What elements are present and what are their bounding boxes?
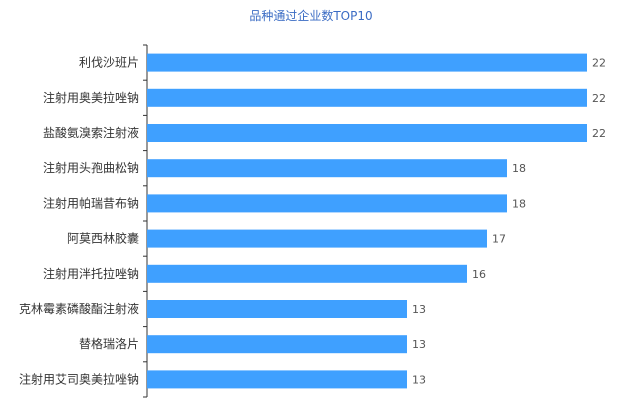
bar — [147, 370, 407, 389]
value-label: 13 — [412, 373, 426, 386]
bar — [147, 88, 587, 107]
bar — [147, 194, 507, 213]
value-label: 18 — [512, 197, 526, 210]
bar — [147, 159, 507, 178]
value-label: 22 — [592, 57, 606, 70]
category-label: 注射用奥美拉唑钠 — [43, 90, 139, 105]
value-label: 13 — [412, 303, 426, 316]
bar — [147, 264, 467, 283]
value-label: 22 — [592, 127, 606, 140]
value-label: 17 — [492, 233, 506, 246]
bar — [147, 124, 587, 142]
category-label: 替格瑞洛片 — [79, 336, 139, 351]
bar — [147, 335, 407, 354]
chart-title: 品种通过企业数TOP10 — [249, 9, 373, 23]
value-label: 18 — [512, 162, 526, 175]
bar — [147, 53, 587, 72]
category-label: 利伐沙班片 — [79, 56, 139, 70]
bar — [147, 229, 487, 248]
category-label: 阿莫西林胶囊 — [67, 231, 139, 246]
category-label: 注射用帕瑞昔布钠 — [43, 195, 139, 210]
value-label: 13 — [412, 338, 426, 351]
category-label: 注射用艾司奥美拉唑钠 — [19, 371, 139, 386]
value-label: 16 — [472, 268, 486, 281]
category-label: 注射用头孢曲松钠 — [43, 160, 139, 175]
category-label: 注射用泮托拉唑钠 — [43, 266, 139, 281]
bar — [147, 300, 407, 318]
category-label: 盐酸氨溴索注射液 — [43, 125, 139, 140]
value-label: 22 — [592, 92, 606, 105]
category-label: 克林霉素磷酸酯注射液 — [19, 301, 139, 316]
